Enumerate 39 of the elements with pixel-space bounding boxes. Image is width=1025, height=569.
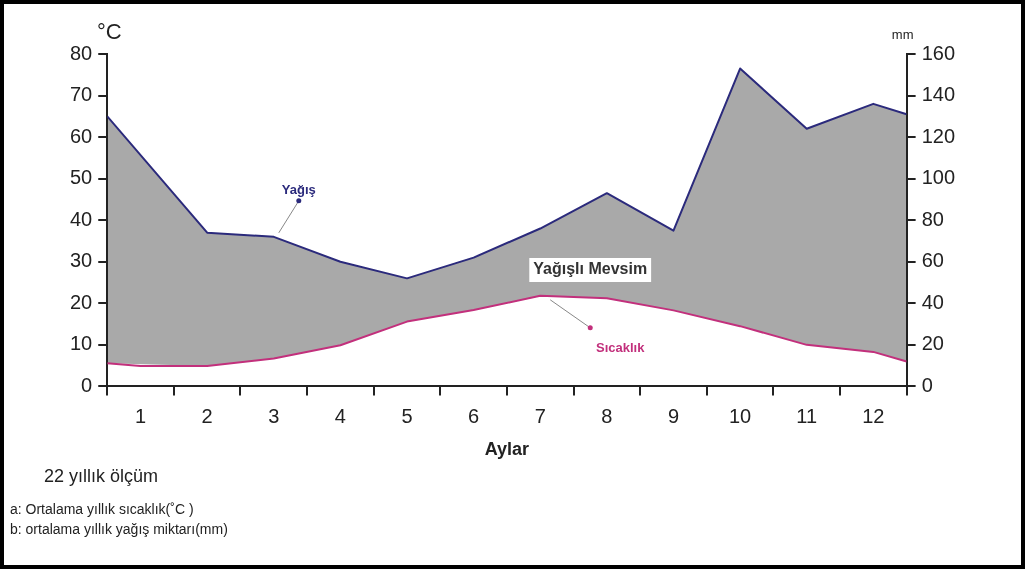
y-tick-label: 50	[70, 166, 93, 189]
y-tick-label: 60	[70, 124, 93, 147]
y-tick-label: 20	[70, 290, 93, 313]
text: Sıcaklık	[596, 339, 646, 355]
x-tick-label: 4	[334, 404, 346, 427]
x-tick-label: 9	[667, 404, 680, 427]
y2-tick-label: 80	[921, 207, 944, 230]
y2-tick-label: 40	[921, 290, 944, 313]
y-tick-label: 30	[70, 249, 93, 272]
x-tick-label: 2	[201, 404, 213, 427]
x-tick-label: 7	[534, 404, 546, 427]
x-tick-label: 11	[796, 404, 818, 427]
text: 22 yıllık ölçüm	[44, 466, 159, 486]
y2-tick-label: 120	[921, 124, 956, 147]
y2-tick-label: 0	[921, 373, 933, 396]
y-axis-title: °C	[96, 19, 122, 45]
y2-tick-label: 140	[921, 83, 956, 106]
x-tick-label: 12	[862, 404, 885, 427]
x-tick-label: 5	[401, 404, 413, 427]
text: b: ortalama yıllık yağış miktarı(mm)	[10, 521, 228, 537]
y-tick-label: 10	[70, 332, 93, 355]
x-tick-label: 1	[134, 404, 147, 427]
y2-tick-label: 60	[921, 249, 944, 272]
y-tick-label: 70	[70, 83, 93, 106]
text: a: Ortalama yıllık sıcaklık(˚C )	[10, 501, 194, 517]
x-tick-label: 10	[728, 404, 752, 427]
y2-tick-label: 160	[921, 41, 956, 64]
x-axis-title: Aylar	[484, 439, 530, 460]
annotation: Yağışlı Mevsim	[533, 260, 648, 278]
x-tick-label: 3	[268, 404, 280, 427]
y-tick-label: 40	[70, 207, 93, 230]
y-tick-label: 80	[70, 41, 93, 64]
y-tick-label: 0	[81, 373, 93, 396]
x-tick-label: 6	[468, 404, 480, 427]
x-tick-label: 8	[601, 404, 613, 427]
y2-tick-label: 100	[921, 166, 956, 189]
y2-axis-title: mm	[891, 27, 914, 43]
text: Yağış	[281, 181, 316, 197]
y2-tick-label: 20	[921, 332, 944, 355]
